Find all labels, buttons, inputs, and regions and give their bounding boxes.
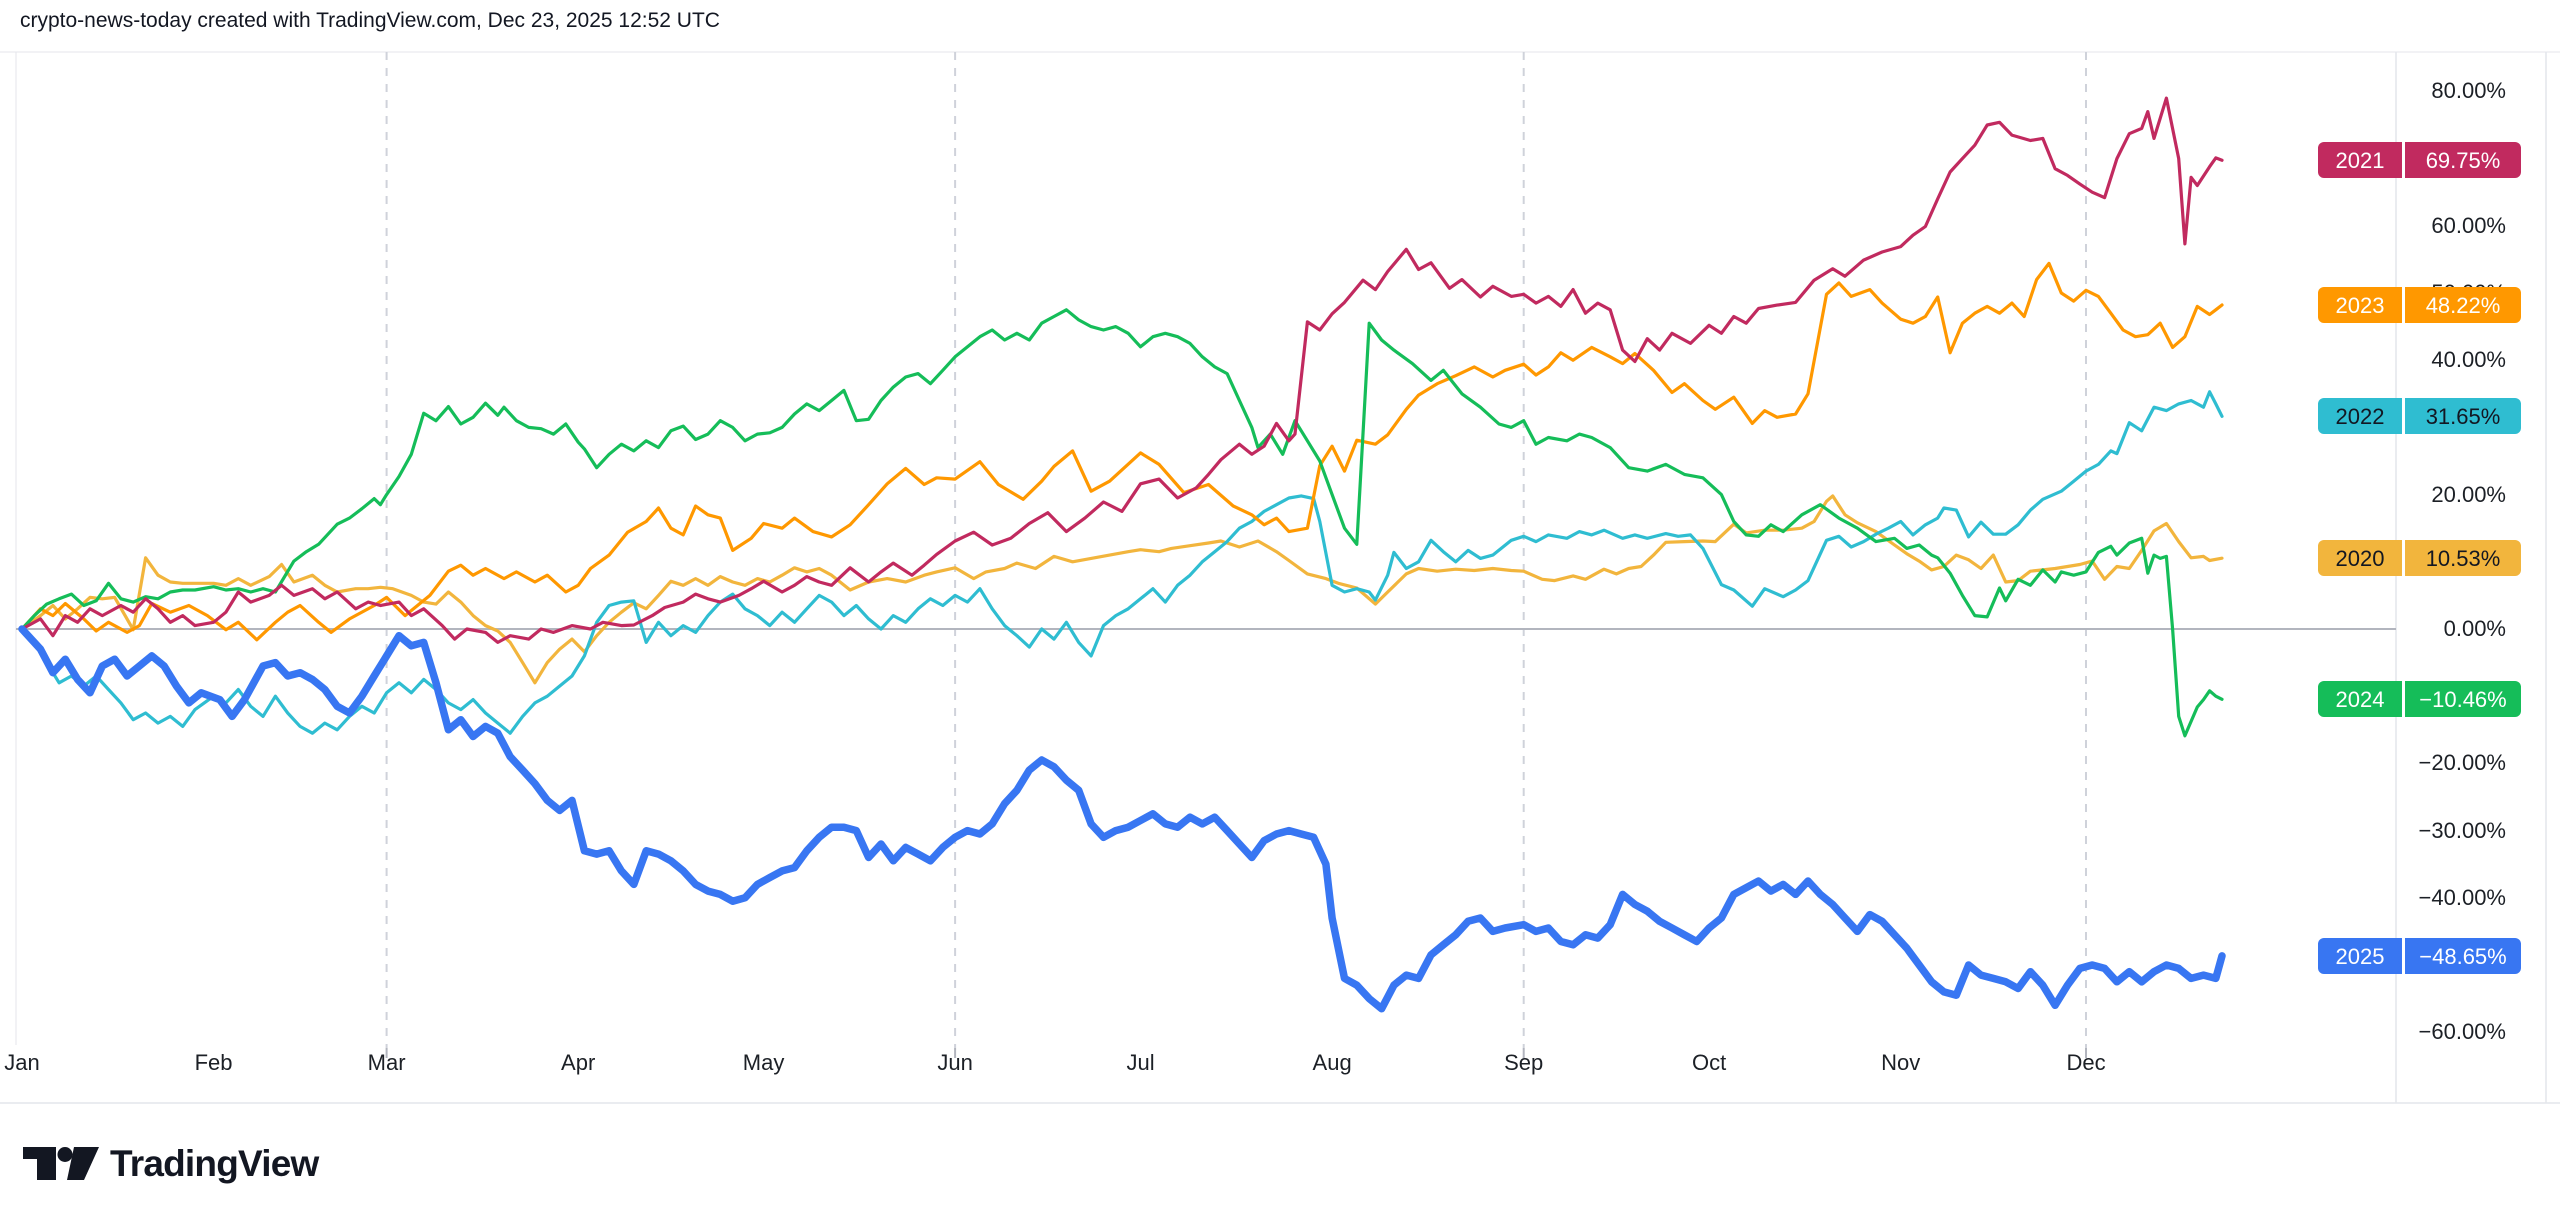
badge-year-label: 2020 bbox=[2318, 540, 2402, 577]
y-axis-label: 80.00% bbox=[2431, 78, 2506, 104]
y-axis-label: 60.00% bbox=[2431, 212, 2506, 238]
tradingview-logo-icon bbox=[23, 1147, 99, 1180]
badge-value-label: 10.53% bbox=[2405, 540, 2521, 577]
x-axis-label-may: May bbox=[742, 1050, 785, 1075]
badge-year-label: 2024 bbox=[2318, 681, 2402, 718]
tradingview-logo[interactable]: TradingView bbox=[23, 1143, 319, 1185]
y-axis-label: −60.00% bbox=[2418, 1019, 2506, 1045]
badge-year-label: 2023 bbox=[2318, 286, 2402, 323]
badge-value-label: 48.22% bbox=[2405, 286, 2521, 323]
series-line-2025 bbox=[18, 625, 2226, 1013]
series-line-2022 bbox=[20, 390, 2224, 735]
series-line-2020 bbox=[20, 494, 2224, 685]
badge-value-label: −48.65% bbox=[2405, 937, 2521, 974]
x-axis-label-jan: Jan bbox=[4, 1050, 40, 1075]
series-line-2021 bbox=[20, 96, 2224, 645]
x-axis-label-jun: Jun bbox=[937, 1050, 973, 1075]
x-axis-label-apr: Apr bbox=[561, 1050, 596, 1075]
price-badge-2024: 2024 −10.46% bbox=[2318, 681, 2521, 718]
chart-title: crypto-news-today created with TradingVi… bbox=[20, 9, 720, 32]
badge-value-label: −10.46% bbox=[2405, 681, 2521, 718]
y-axis-label: −40.00% bbox=[2418, 884, 2506, 910]
badge-value-label: 69.75% bbox=[2405, 142, 2521, 179]
badge-year-label: 2025 bbox=[2318, 937, 2402, 974]
y-axis-label: 40.00% bbox=[2431, 347, 2506, 373]
tradingview-logo-text: TradingView bbox=[110, 1143, 319, 1184]
y-axis-label: 20.00% bbox=[2431, 481, 2506, 507]
x-axis-label-oct: Oct bbox=[1691, 1050, 1727, 1075]
badge-value-label: 31.65% bbox=[2405, 398, 2521, 435]
x-axis-label-dec: Dec bbox=[2066, 1050, 2106, 1075]
y-axis-label: 0.00% bbox=[2443, 616, 2506, 641]
price-badge-2023: 2023 48.22% bbox=[2318, 286, 2521, 323]
series-line-2023 bbox=[20, 261, 2224, 642]
y-axis-label: −20.00% bbox=[2418, 750, 2506, 776]
x-axis-label-sep: Sep bbox=[1504, 1050, 1544, 1075]
price-badge-2021: 2021 69.75% bbox=[2318, 142, 2521, 179]
price-badge-2020: 2020 10.53% bbox=[2318, 540, 2521, 577]
x-axis-label-nov: Nov bbox=[1881, 1050, 1921, 1075]
price-badge-2025: 2025 −48.65% bbox=[2318, 937, 2521, 974]
badge-year-label: 2021 bbox=[2318, 142, 2402, 179]
price-badge-2022: 2022 31.65% bbox=[2318, 398, 2521, 435]
x-axis-label-feb: Feb bbox=[194, 1050, 233, 1075]
x-axis-label-mar: Mar bbox=[367, 1050, 406, 1075]
badge-year-label: 2022 bbox=[2318, 398, 2402, 435]
series-line-2024 bbox=[20, 308, 2224, 738]
y-axis-label: −30.00% bbox=[2418, 817, 2506, 843]
x-axis-label-jul: Jul bbox=[1126, 1050, 1155, 1075]
x-axis-label-aug: Aug bbox=[1312, 1050, 1352, 1075]
